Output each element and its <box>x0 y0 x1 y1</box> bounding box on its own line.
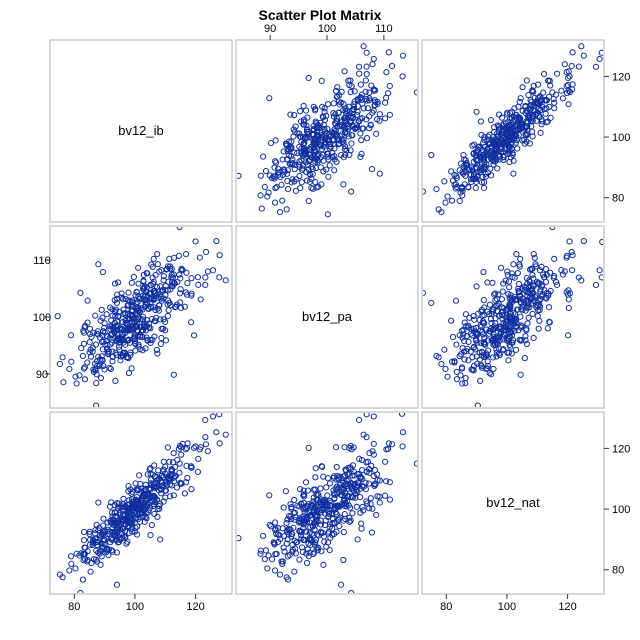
tick-right: 80 <box>612 565 624 577</box>
tick-bottom: 100 <box>126 601 144 613</box>
diag-label-bv12_ib: bv12_ib <box>118 123 164 138</box>
tick-right: 100 <box>612 504 630 516</box>
tick-right: 80 <box>612 193 624 205</box>
diag-label-bv12_nat: bv12_nat <box>486 495 540 510</box>
tick-right: 120 <box>612 443 630 455</box>
tick-bottom: 120 <box>558 601 576 613</box>
chart-title: Scatter Plot Matrix <box>259 7 382 23</box>
diag-label-bv12_pa: bv12_pa <box>302 309 353 324</box>
tick-left: 100 <box>33 312 51 324</box>
tick-top: 110 <box>375 23 393 35</box>
tick-bottom: 100 <box>498 601 516 613</box>
tick-top: 90 <box>264 23 276 35</box>
tick-top: 100 <box>318 23 336 35</box>
tick-left: 90 <box>36 369 48 381</box>
tick-left: 110 <box>33 255 51 267</box>
tick-right: 100 <box>612 132 630 144</box>
tick-right: 120 <box>612 71 630 83</box>
tick-bottom: 80 <box>68 601 80 613</box>
tick-bottom: 120 <box>186 601 204 613</box>
tick-bottom: 80 <box>440 601 452 613</box>
